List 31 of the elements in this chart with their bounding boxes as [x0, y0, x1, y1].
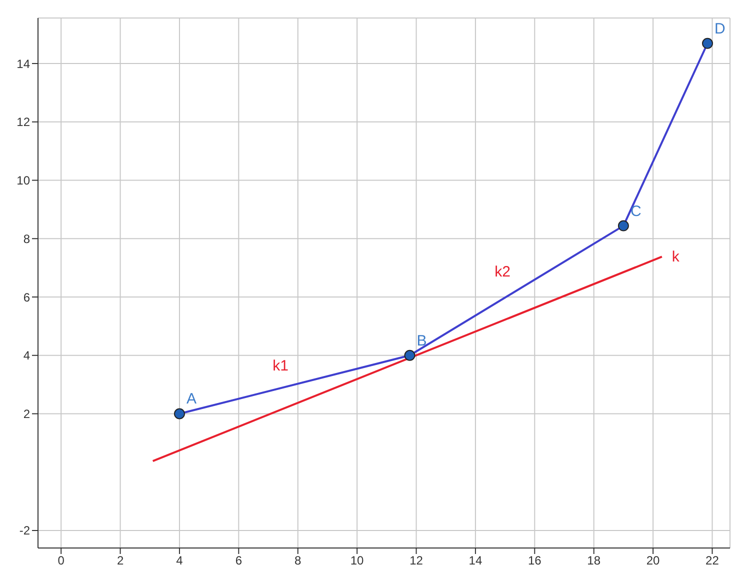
annotation: D [714, 20, 726, 38]
y-tick-label: -2 [19, 524, 30, 538]
x-tick-label: 8 [294, 554, 302, 568]
x-tick-label: 12 [410, 554, 424, 568]
point [618, 220, 629, 232]
annotation: k2 [494, 264, 510, 281]
annotation: k [672, 248, 680, 266]
annotation: A [186, 390, 196, 408]
annotation: k1 [272, 358, 288, 375]
x-tick-label: 20 [646, 554, 660, 568]
annotation: B [416, 332, 427, 350]
x-tick-label: 2 [116, 554, 124, 568]
y-tick-label: 14 [16, 56, 30, 71]
point [174, 408, 185, 420]
y-tick-label: 6 [23, 290, 30, 304]
y-tick-label: 4 [23, 348, 30, 363]
x-tick-label: 0 [58, 554, 65, 568]
x-tick-label: 10 [350, 554, 364, 568]
x-tick-label: 14 [468, 554, 482, 568]
x-tick-label: 6 [235, 554, 242, 568]
x-tick-label: 18 [587, 554, 601, 568]
y-tick-label: 10 [16, 174, 30, 188]
annotation: C [630, 202, 642, 220]
point [404, 350, 416, 361]
x-tick-label: 4 [176, 554, 184, 568]
y-tick-label: 2 [23, 407, 30, 422]
y-tick-label: 12 [16, 115, 30, 130]
y-tick-label: 8 [23, 232, 30, 246]
point [702, 38, 714, 49]
x-tick-label: 16 [528, 554, 542, 568]
x-tick-label: 22 [706, 554, 720, 568]
